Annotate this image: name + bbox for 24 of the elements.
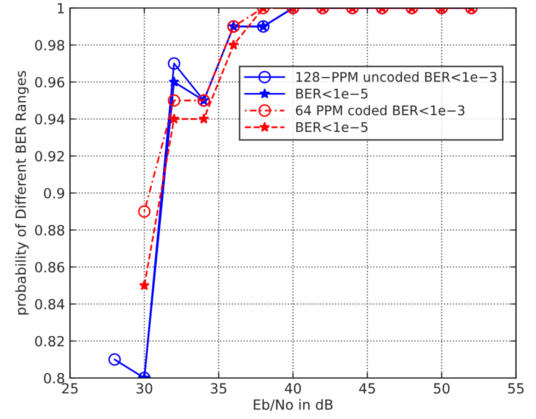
y-tick-label: 0.86 [35, 262, 64, 272]
y-tick-label: 0.8 [44, 372, 64, 384]
y-tick-label: 0.96 [35, 76, 64, 88]
y-tick-label: 1 [58, 3, 64, 14]
y-tick-label: 0.94 [35, 114, 64, 124]
x-tick-label: 45 [359, 383, 375, 394]
y-tick-label: 0.82 [35, 336, 64, 346]
legend-label: 128−PPM uncoded BER<1e−3 [296, 72, 496, 82]
x-tick-label: 50 [434, 383, 450, 394]
x-axis-title: Eb/No in dB [254, 399, 333, 411]
x-tick-label: 55 [508, 383, 524, 394]
x-tick-label: 40 [284, 383, 301, 394]
y-tick-label: 0.9 [44, 188, 64, 198]
y-tick-label: 0.98 [35, 40, 64, 50]
x-tick-label: 30 [136, 383, 152, 394]
y-tick-label: 0.88 [35, 224, 64, 236]
y-axis-title: probability of Different BER Ranges [15, 70, 29, 314]
legend-label: 64 PPM coded BER<1e−3 [296, 105, 464, 116]
x-tick-label: 35 [210, 383, 226, 394]
legend-label: BER<1e−5 [296, 88, 368, 99]
y-tick-label: 0.92 [35, 150, 64, 162]
legend-label: BER<1e−5 [296, 122, 368, 132]
y-tick-label: 0.84 [35, 298, 64, 310]
x-tick-label: 25 [62, 383, 78, 394]
